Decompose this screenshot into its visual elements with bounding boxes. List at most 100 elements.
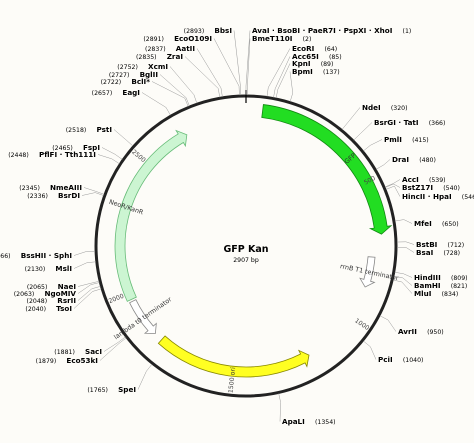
site-label-psti: (2518) PstI <box>66 117 113 136</box>
site-label-tsoi: (2040) TsoI <box>25 296 72 315</box>
site-leader-ndei <box>341 107 361 130</box>
site-label-bstz17i: BstZ17I (540) <box>402 175 460 194</box>
site-leader-saci <box>103 336 126 352</box>
tick-label: 2000 <box>108 293 125 305</box>
site-label-naei: (2065) NaeI <box>27 274 76 293</box>
site-label-ecoo109i: (2891) EcoO109I <box>143 26 212 45</box>
feature-neor-kanr <box>114 129 188 302</box>
site-leader-ngomiv <box>77 282 100 294</box>
site-label-msli: (2130) MslI <box>25 256 73 275</box>
feature-gfp <box>261 104 393 235</box>
site-leader-naei <box>77 281 100 287</box>
site-label-nmeaiii: (2345) NmeAIII <box>19 175 82 194</box>
feature-lambda-t0-terminator <box>129 299 157 334</box>
feature-label-ori: ori <box>228 367 237 376</box>
site-leader-ecori <box>266 48 291 97</box>
leader-layer <box>73 30 415 422</box>
site-label-bglii: (2727) BglII <box>109 62 159 81</box>
site-label-ecori: EcoRI (64) <box>292 36 337 55</box>
site-label-avai: AvaI · BsoBI · PaeR7I · PspXI · XhoI (1) <box>252 18 411 37</box>
site-label-apali: ApaLI (1354) <box>282 409 336 428</box>
site-leader-ecoo109i <box>213 38 240 96</box>
plasmid-name: GFP Kan <box>223 244 268 255</box>
site-label-bcli: (2722) BclI* <box>101 69 151 88</box>
site-label-bstbi: BstBI (712) <box>416 232 464 251</box>
site-label-spei: (1765) SpeI <box>87 377 136 396</box>
site-leader-bsai <box>396 247 415 253</box>
site-label-saci: (1881) SacI <box>54 339 102 358</box>
site-leader-drai <box>375 159 391 170</box>
site-leader-spei <box>137 364 153 390</box>
site-leader-eagi <box>141 92 171 116</box>
feature-ori <box>157 335 310 378</box>
site-leader-zrai <box>184 56 221 98</box>
site-label-rsrii: (2048) RsrII <box>27 288 77 307</box>
site-label-ndei: NdeI (320) <box>362 95 408 114</box>
site-leader-hindiii <box>394 271 413 278</box>
site-leader-bsrdi <box>81 192 104 196</box>
site-label-fspi: (2465) FspI <box>52 135 100 154</box>
site-label-pcii: PciI (1040) <box>378 347 423 366</box>
site-leader-hincii <box>385 185 401 197</box>
site-leader-pflfi <box>97 154 120 164</box>
site-label-bmet110i: BmeT110I (2) <box>252 26 311 45</box>
site-leader-bstbi <box>396 241 415 245</box>
site-leader-bsshii <box>73 251 96 256</box>
site-label-mfei: MfeI (650) <box>414 211 459 230</box>
site-label-kpni: KpnI (89) <box>292 51 333 70</box>
site-leader-mfei <box>394 219 413 224</box>
site-leader-pmli <box>363 139 383 152</box>
site-leader-bpmi <box>289 71 294 102</box>
site-leader-bmet110i <box>247 38 251 96</box>
site-label-ngomiv: (2063) NgoMIV <box>14 281 77 300</box>
site-leader-msli <box>73 261 96 269</box>
site-leader-avrii <box>379 315 397 332</box>
site-leader-pcii <box>363 340 377 360</box>
site-label-bsshii: (2166) BssHII · SphI <box>0 243 72 262</box>
site-leader-bsrgi <box>353 122 373 141</box>
site-leader-bstz17i <box>385 183 401 188</box>
site-leader-acci <box>384 179 401 188</box>
site-leader-bglii <box>159 74 190 107</box>
site-label-bsrgi: BsrGI · TatI (366) <box>374 110 445 129</box>
tick-label: 2500 <box>130 149 147 165</box>
site-label-layer: AvaI · BsoBI · PaeR7I · PspXI · XhoI (1)… <box>0 18 474 428</box>
plasmid-length: 2907 bp <box>233 257 259 264</box>
site-leader-nmeaiii <box>83 187 105 195</box>
site-leader-apali <box>278 393 281 422</box>
site-label-eagi: (2657) EagI <box>92 80 141 99</box>
site-label-drai: DraI (480) <box>392 147 436 166</box>
site-label-mlui: MluI (834) <box>414 281 458 300</box>
site-label-hincii: HincII · HpaI (546) <box>402 184 474 203</box>
site-leader-fspi <box>101 147 123 160</box>
site-leader-avai <box>245 30 251 95</box>
tick-layer: 500 1000 1500 2000 2500 <box>108 149 377 394</box>
site-label-bamhi: BamHI (821) <box>414 273 467 292</box>
site-label-pflfi: (2448) PflFI · Tth111I <box>8 142 96 161</box>
site-label-xcmi: (2752) XcmI <box>117 54 168 73</box>
site-label-aatii: (2837) AatII <box>145 36 195 55</box>
site-label-bsai: BsaI (728) <box>416 240 460 259</box>
feature-label-lambda-t0-terminator: lambda t0 terminator <box>112 295 173 341</box>
site-label-bsrdi: (2336) BsrDI <box>27 183 80 202</box>
site-label-zrai: (2835) ZraI <box>136 44 183 63</box>
site-label-acci: AccI (539) <box>402 167 446 186</box>
feature-rrnb-t1-terminator <box>359 256 376 288</box>
site-leader-bamhi <box>393 275 413 286</box>
tick-label: 500 <box>363 175 377 187</box>
site-label-bpmi: BpmI (137) <box>292 59 340 78</box>
site-label-eco53ki: (1879) Eco53kI <box>36 348 99 367</box>
site-label-bbsi: (2893) BbsI <box>184 18 233 37</box>
site-leader-acc65i <box>273 56 291 98</box>
site-leader-kpni <box>275 63 291 99</box>
site-leader-rsrii <box>77 286 101 301</box>
site-leader-psti <box>113 129 134 147</box>
site-leader-mlui <box>393 279 413 294</box>
site-leader-bcli <box>151 81 189 107</box>
site-label-avrii: AvrII (950) <box>398 319 444 338</box>
site-leader-xcmi <box>169 66 198 104</box>
site-leader-tsoi <box>73 288 102 309</box>
site-label-pmli: PmlI (415) <box>384 127 429 146</box>
site-leader-aatii <box>196 48 223 97</box>
